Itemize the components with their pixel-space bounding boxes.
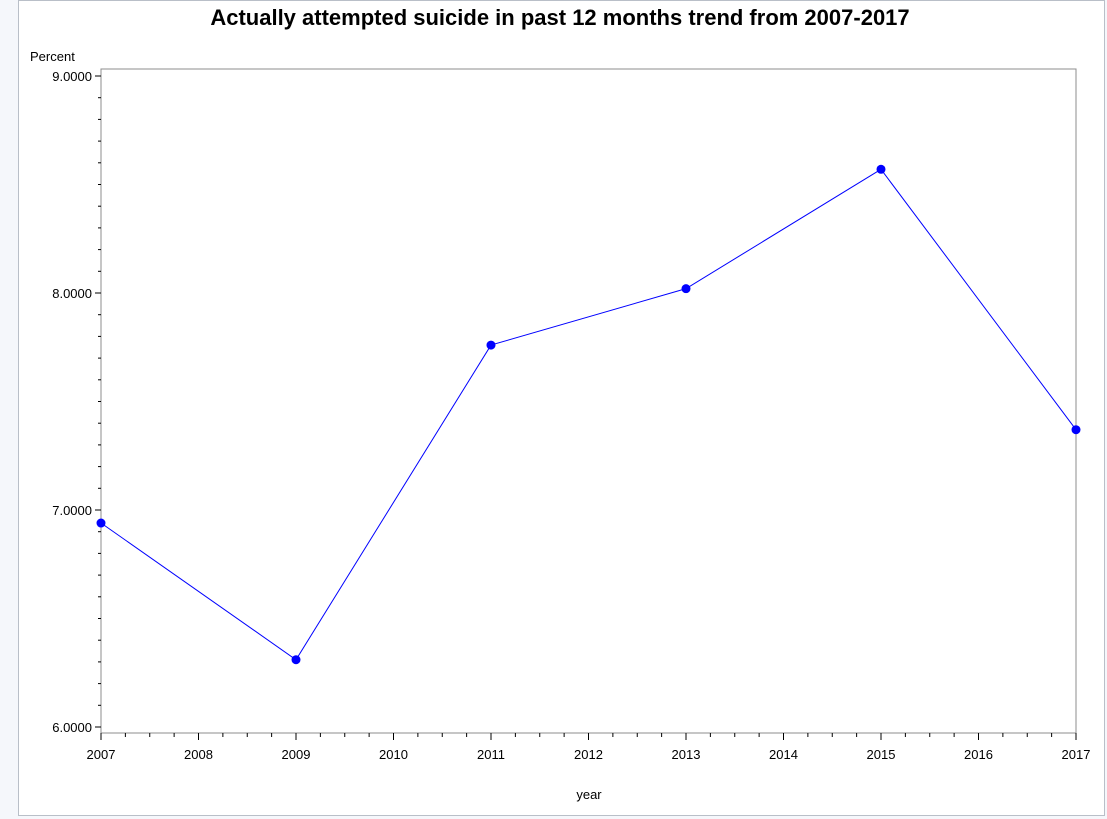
data-point bbox=[291, 655, 301, 665]
x-tick-label: 2016 bbox=[964, 747, 993, 762]
series-layer bbox=[96, 164, 1081, 665]
y-tick-label: 7.0000 bbox=[52, 503, 92, 518]
chart-title: Actually attempted suicide in past 12 mo… bbox=[210, 5, 909, 30]
y-axis: 6.0000 7.0000 8.0000 9.0000 bbox=[52, 69, 101, 735]
x-axis: 2007 2008 2009 2010 2011 2012 2013 2014 2015 2016… bbox=[87, 733, 1091, 762]
x-tick-label: 2011 bbox=[477, 747, 505, 762]
x-tick-label: 2008 bbox=[184, 747, 213, 762]
x-tick-label: 2013 bbox=[672, 747, 701, 762]
x-tick-label: 2014 bbox=[769, 747, 798, 762]
x-tick-label: 2015 bbox=[867, 747, 896, 762]
chart-frame bbox=[18, 0, 1105, 816]
y-tick-label: 9.0000 bbox=[52, 69, 92, 84]
x-axis-label: year bbox=[576, 787, 602, 802]
x-tick-label: 2017 bbox=[1062, 747, 1091, 762]
y-tick-label: 6.0000 bbox=[52, 720, 92, 735]
data-point bbox=[681, 284, 691, 294]
series-line bbox=[100, 168, 1077, 661]
data-point bbox=[486, 340, 496, 350]
y-axis-label: Percent bbox=[30, 49, 75, 64]
y-tick-label: 8.0000 bbox=[52, 286, 92, 301]
x-tick-label: 2007 bbox=[87, 747, 116, 762]
x-tick-label: 2012 bbox=[574, 747, 603, 762]
data-point bbox=[1071, 425, 1081, 435]
data-point bbox=[96, 518, 106, 528]
x-tick-label: 2010 bbox=[379, 747, 408, 762]
data-point bbox=[876, 164, 886, 174]
plot-area bbox=[100, 68, 1077, 734]
x-tick-label: 2009 bbox=[282, 747, 311, 762]
